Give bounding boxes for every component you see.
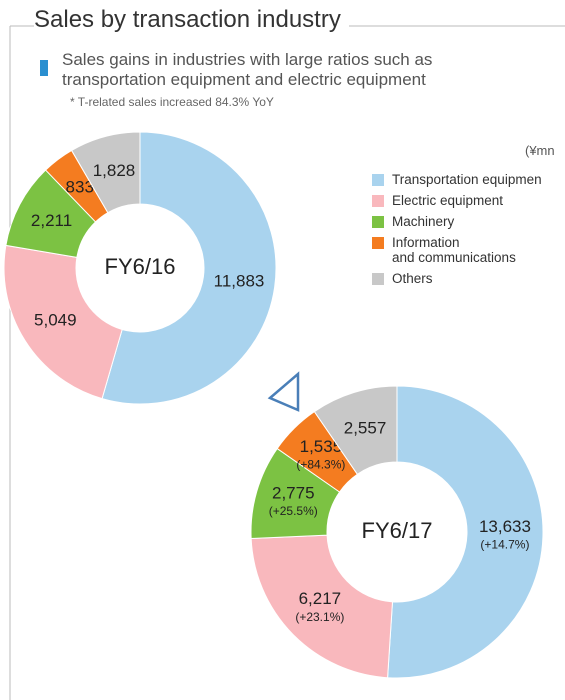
value-label: 5,049	[34, 311, 77, 330]
donut-slice	[313, 385, 398, 475]
value-label: 2,557	[344, 418, 387, 437]
value-label: 1,828	[93, 161, 136, 180]
value-label: 833	[66, 178, 94, 197]
center-label: FY6/16	[105, 254, 176, 279]
legend: Transportation equipmen Electric equipmen…	[372, 172, 542, 292]
subtitle: Sales gains in industries with large rat…	[62, 50, 433, 89]
donut-slice	[250, 534, 394, 679]
value-label: 11,883	[214, 272, 265, 291]
center-label: FY6/17	[362, 518, 433, 543]
legend-swatch	[372, 195, 384, 207]
annotation: (+23.1%)	[295, 610, 344, 624]
value-label: 1,535	[300, 437, 343, 456]
value-label: 13,633	[479, 517, 531, 536]
title: Sales by transaction industry	[34, 6, 349, 34]
annotation: (+25.5%)	[269, 504, 318, 518]
legend-swatch	[372, 174, 384, 186]
legend-label: Transportation equipmen	[392, 172, 542, 187]
legend-item: Machinery	[372, 214, 542, 229]
annotation: (+84.3%)	[296, 458, 345, 472]
value-label: 2,775	[272, 483, 315, 502]
donut-slice	[3, 244, 123, 400]
note: * T-related sales increased 84.3% YoY	[70, 95, 274, 109]
unit: (¥mn	[525, 143, 555, 158]
donut-slice	[101, 131, 277, 405]
annotation: (+14.7%)	[480, 538, 529, 552]
arrow	[267, 371, 300, 412]
legend-swatch	[372, 216, 384, 228]
legend-item: Transportation equipmen	[372, 172, 542, 187]
legend-item: Electric equipment	[372, 193, 542, 208]
legend-label: Machinery	[392, 214, 455, 229]
donut-slice	[70, 131, 141, 214]
value-label: 2,211	[31, 211, 72, 230]
bullet	[40, 60, 48, 76]
legend-label: Information and communications	[392, 235, 516, 265]
legend-label: Electric equipment	[392, 193, 504, 208]
donut-slice	[387, 385, 544, 679]
legend-swatch	[372, 273, 384, 285]
legend-item: Others	[372, 271, 542, 286]
value-label: 6,217	[299, 589, 342, 608]
legend-label: Others	[392, 271, 433, 286]
legend-item: Information and communications	[372, 235, 542, 265]
legend-swatch	[372, 237, 384, 249]
